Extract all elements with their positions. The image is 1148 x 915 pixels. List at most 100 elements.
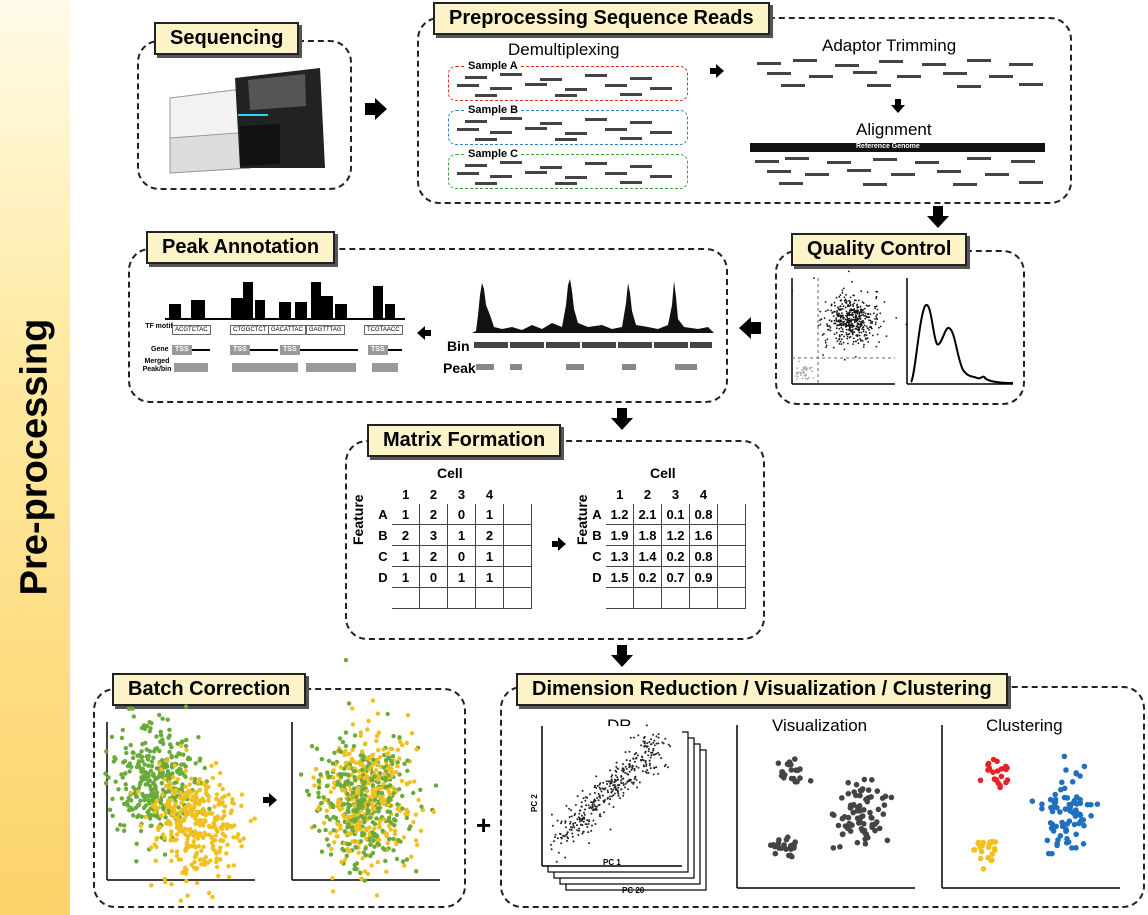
batch-point <box>217 800 222 805</box>
batch-point <box>358 839 364 844</box>
batch-point <box>355 839 360 844</box>
qc-point <box>856 305 858 307</box>
batch-point <box>151 755 156 760</box>
cluster-point <box>1069 845 1075 851</box>
batch-point <box>196 844 201 849</box>
dr-point <box>570 809 573 812</box>
batch-point <box>169 829 174 834</box>
qc-point <box>824 310 827 312</box>
batch-point <box>147 816 153 821</box>
batch-point <box>134 794 139 799</box>
batch-point <box>319 801 324 806</box>
arrow-down-icon <box>927 206 949 228</box>
batch-point <box>128 798 134 803</box>
batch-point <box>365 727 370 732</box>
dr-point <box>667 743 670 746</box>
matrix-cell: 1.6 <box>689 524 718 546</box>
batch-point <box>167 780 172 785</box>
batch-point <box>376 730 382 735</box>
dr-point <box>581 789 584 792</box>
batch-point <box>358 809 363 814</box>
dr-point <box>664 737 667 740</box>
qc-point <box>850 318 853 320</box>
qc-point <box>823 317 826 319</box>
dr-point <box>596 797 599 799</box>
cluster-point <box>985 844 992 851</box>
dr-point <box>566 839 568 842</box>
sample-a-box <box>448 66 688 101</box>
qc-point <box>829 326 832 329</box>
arrow-left-small-icon <box>417 326 431 340</box>
batch-point <box>127 761 132 766</box>
qc-point <box>862 330 865 333</box>
batch-point <box>130 706 135 711</box>
dr-point <box>560 822 562 825</box>
batch-point <box>150 787 156 792</box>
qc-point <box>858 334 861 337</box>
batch-point <box>163 815 168 820</box>
qc-point <box>835 296 838 299</box>
dr-point <box>620 788 623 791</box>
motif-5: TCGTAACC <box>364 325 403 335</box>
vis-point <box>863 831 869 838</box>
sample-c-box <box>448 154 688 189</box>
batch-point <box>368 842 373 847</box>
qc-point <box>868 332 871 334</box>
batch-point <box>386 837 392 842</box>
dr-point <box>564 856 567 859</box>
cluster-point <box>977 855 984 862</box>
batch-point <box>126 706 132 711</box>
batch-point <box>175 777 180 782</box>
dr-point <box>583 813 586 816</box>
batch-point <box>167 785 172 790</box>
dr-point <box>572 840 575 843</box>
matrix-cell: 1 <box>392 545 420 567</box>
vis-point <box>875 806 882 813</box>
batch-point <box>379 785 384 791</box>
batch-point <box>370 820 375 825</box>
batch-point <box>340 846 345 852</box>
dr-point <box>570 826 572 829</box>
batch-point <box>160 758 165 763</box>
qc-point <box>852 328 854 331</box>
batch-point <box>387 764 392 769</box>
batch-point <box>324 783 330 789</box>
qc-point <box>862 319 864 322</box>
qc-point <box>840 323 843 325</box>
cell-label-raw: Cell <box>437 465 463 481</box>
dim-reduction-title: Dimension Reduction / Visualization / Cl… <box>516 673 1008 706</box>
qc-point <box>863 311 865 313</box>
batch-point <box>368 853 373 859</box>
batch-point <box>370 850 376 856</box>
batch-point <box>133 787 138 792</box>
arrow-down-icon-2 <box>611 408 633 430</box>
batch-point <box>350 790 355 795</box>
batch-point <box>219 816 225 821</box>
qc-point <box>862 326 865 329</box>
qc-point <box>849 296 852 299</box>
qc-point <box>838 338 841 340</box>
batch-point <box>404 857 410 862</box>
batch-point <box>370 783 376 788</box>
dr-point <box>636 786 638 789</box>
batch-point <box>331 814 336 820</box>
batch-point <box>339 859 344 865</box>
dr-point <box>640 744 643 747</box>
qc-point <box>846 337 849 340</box>
batch-point <box>390 754 396 759</box>
visualization-plot <box>736 725 915 889</box>
batch-point <box>316 778 321 783</box>
dr-point <box>578 818 581 821</box>
visualization-label: Visualization <box>772 716 868 735</box>
batch-point <box>180 770 185 776</box>
batch-point <box>184 791 189 797</box>
batch-point <box>124 750 129 756</box>
dr-point <box>634 775 637 778</box>
batch-point <box>155 775 161 780</box>
dr-point <box>624 765 627 768</box>
dr-point <box>643 745 645 748</box>
batch-point <box>414 747 419 752</box>
batch-point <box>162 835 167 841</box>
peak-bar-4 <box>622 364 636 370</box>
qc-point <box>846 313 849 316</box>
